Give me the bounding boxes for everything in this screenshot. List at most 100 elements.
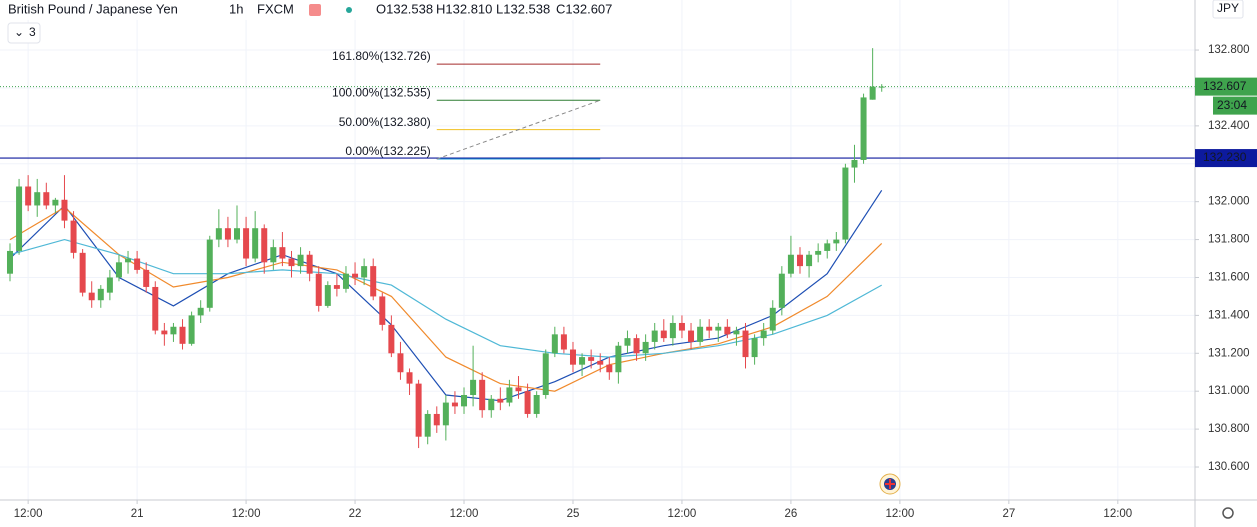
candle-body xyxy=(569,349,576,365)
candle-body xyxy=(333,285,340,289)
candle-body xyxy=(88,292,95,301)
candle-body xyxy=(43,192,50,206)
y-tick-label: 132.000 xyxy=(1208,196,1250,208)
candle-body xyxy=(551,334,558,354)
candle-body xyxy=(70,220,77,253)
candle-body xyxy=(179,326,186,344)
y-tick-label: 130.800 xyxy=(1208,423,1250,435)
candle-body xyxy=(724,326,731,335)
candle-body xyxy=(588,357,595,361)
candle-body xyxy=(678,322,685,331)
x-tick-label: 25 xyxy=(567,508,580,520)
currency: JPY xyxy=(1217,1,1239,15)
candle-body xyxy=(433,413,440,426)
candle-body xyxy=(606,364,613,373)
currency-box[interactable] xyxy=(1212,0,1244,19)
candle-body xyxy=(297,254,304,267)
x-tick-label: 27 xyxy=(1002,508,1015,520)
candle-body xyxy=(806,254,813,267)
y-tick-label: 132.400 xyxy=(1208,120,1250,132)
candle-body xyxy=(778,273,785,308)
candle-body xyxy=(188,315,195,344)
candle-body xyxy=(279,247,286,259)
candle-body xyxy=(760,330,767,339)
candle-body xyxy=(342,273,349,289)
ohlc-value: L132.538 xyxy=(496,1,550,16)
candle-body xyxy=(633,338,640,354)
settings-icon[interactable] xyxy=(1222,507,1234,519)
ohlc-value: O132.538 xyxy=(376,1,433,16)
countdown: 23:04 xyxy=(1217,98,1247,112)
candle-body xyxy=(542,353,549,395)
interval: 1h xyxy=(229,1,243,16)
candle-body xyxy=(106,277,113,293)
candle-body xyxy=(833,239,840,244)
candle-body xyxy=(97,288,104,301)
x-tick-label: 21 xyxy=(131,508,144,520)
candle-body xyxy=(579,357,586,365)
candle-body xyxy=(406,372,413,384)
indicators-toggle[interactable] xyxy=(7,22,41,44)
candle-body xyxy=(206,239,213,308)
candle-body xyxy=(197,307,204,316)
x-tick-label: 12:00 xyxy=(14,508,43,520)
candle-body xyxy=(651,330,658,342)
candle-body xyxy=(860,97,867,160)
candle-body xyxy=(243,228,250,259)
candle-body xyxy=(451,402,458,407)
candle-body xyxy=(878,86,885,88)
fib-trend-line xyxy=(436,99,601,160)
candle-body xyxy=(715,326,722,331)
ohlc-value: C132.607 xyxy=(556,1,612,16)
candle-body xyxy=(442,402,449,426)
candle-body xyxy=(52,199,59,206)
price-box xyxy=(1195,77,1257,96)
candle-body xyxy=(152,286,159,331)
x-tick-label: 12:00 xyxy=(232,508,261,520)
candle-body xyxy=(461,394,468,407)
y-tick-label: 131.800 xyxy=(1208,234,1250,246)
ohlc: O132.538 H132.810 L132.538 C132.607 xyxy=(376,1,612,16)
candle-body xyxy=(288,258,295,267)
candle-body xyxy=(660,330,667,339)
x-tick-label: 26 xyxy=(785,508,798,520)
candle-body xyxy=(143,269,150,287)
x-tick-label: 22 xyxy=(349,508,362,520)
candle-body xyxy=(669,322,676,339)
y-tick-label: 131.400 xyxy=(1208,309,1250,321)
y-tick-label: 131.200 xyxy=(1208,347,1250,359)
candle-body xyxy=(352,273,359,278)
candle-body xyxy=(125,258,132,263)
chevron: ⌄ xyxy=(14,25,24,39)
candle-body xyxy=(642,341,649,354)
y-tick-label: 131.000 xyxy=(1208,385,1250,397)
countdown-box xyxy=(1213,96,1257,115)
symbol: British Pound / Japanese Yen xyxy=(8,1,178,16)
candle-body xyxy=(524,391,531,414)
candle-body xyxy=(315,273,322,306)
candle-body xyxy=(869,86,876,100)
candle-body xyxy=(252,228,259,259)
status-dot xyxy=(346,7,352,13)
candle-body xyxy=(397,353,404,373)
candle-body xyxy=(161,330,168,335)
candle-body xyxy=(324,285,331,306)
candle-body xyxy=(560,334,567,350)
candle-body xyxy=(787,254,794,274)
candle-body xyxy=(16,186,23,251)
candle-body xyxy=(688,330,695,342)
line-price-label: 132.230 xyxy=(1203,150,1247,164)
candle-body xyxy=(34,192,41,206)
fib-label: 100.00%(132.535) xyxy=(332,85,431,99)
source: FXCM xyxy=(257,1,294,16)
candle-body xyxy=(261,228,268,263)
candle-body xyxy=(815,250,822,255)
candle-body xyxy=(424,413,431,437)
candle-body xyxy=(79,252,86,293)
flag-icon[interactable] xyxy=(309,4,321,16)
candle-body xyxy=(61,199,68,221)
candle-body xyxy=(134,258,141,270)
y-tick-label: 132.800 xyxy=(1208,44,1250,56)
